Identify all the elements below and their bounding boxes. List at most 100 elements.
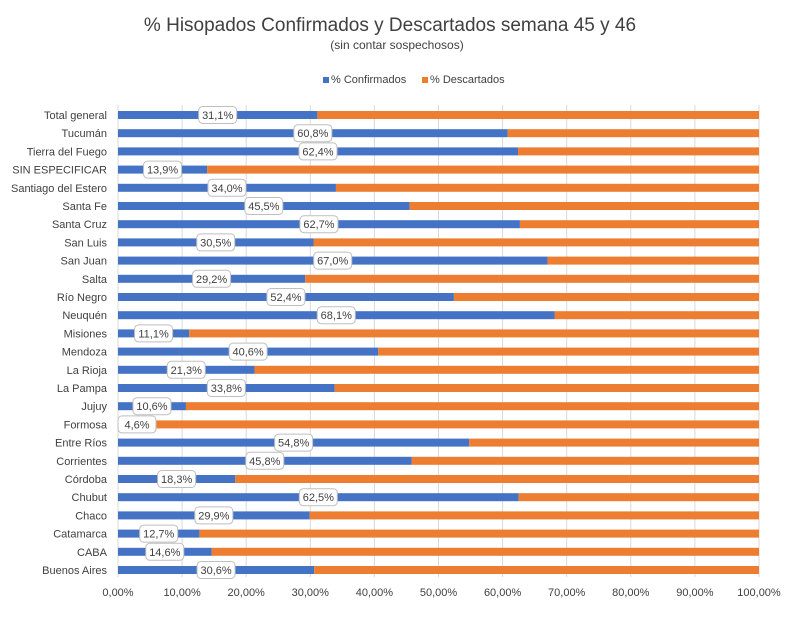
category-label: Río Negro xyxy=(57,292,107,304)
bar-descartados xyxy=(211,547,759,556)
x-tick-label: 20,00% xyxy=(228,587,266,599)
data-label-box xyxy=(244,197,284,215)
data-label-box xyxy=(228,342,268,361)
category-label: Tierra del Fuego xyxy=(27,146,107,158)
data-label-text: 62,7% xyxy=(303,219,334,231)
x-tick-label: 30,00% xyxy=(292,587,330,599)
bar-descartados xyxy=(314,566,759,574)
data-label-box xyxy=(117,415,157,434)
bar-descartados xyxy=(517,147,759,156)
bar-descartados xyxy=(199,529,760,538)
data-label-box xyxy=(196,561,236,579)
x-tick-label: 100,00% xyxy=(737,587,781,599)
data-label: 13,9% xyxy=(143,160,183,179)
data-label-box xyxy=(298,488,338,507)
data-label: 18,3% xyxy=(157,470,197,488)
data-label-text: 14,6% xyxy=(149,547,180,559)
bar-descartados xyxy=(469,438,759,447)
data-label-box xyxy=(192,269,232,288)
x-tick-label: 0,00% xyxy=(102,587,133,599)
category-label: Santa Fe xyxy=(62,201,107,213)
x-tick-label: 40,00% xyxy=(356,587,394,599)
data-label-text: 40,6% xyxy=(233,347,264,359)
data-label-box xyxy=(157,470,197,488)
legend-label-1: % Descartados xyxy=(430,74,505,86)
data-label-box xyxy=(196,233,236,252)
data-label-text: 4,6% xyxy=(124,419,149,431)
bar-descartados xyxy=(309,511,759,520)
data-label: 34,0% xyxy=(207,178,247,197)
data-label: 29,2% xyxy=(192,269,232,288)
category-label: Salta xyxy=(82,274,108,286)
data-label: 45,5% xyxy=(244,197,284,215)
data-label-box xyxy=(274,433,314,452)
data-label-box xyxy=(207,178,247,197)
bar-descartados xyxy=(254,365,759,374)
category-label: Buenos Aires xyxy=(42,565,107,577)
data-label: 33,8% xyxy=(206,379,246,397)
bar-descartados xyxy=(378,347,759,356)
data-label: 68,1% xyxy=(316,306,356,325)
data-label-box xyxy=(266,288,306,306)
data-label: 62,4% xyxy=(298,142,338,161)
data-label-box xyxy=(139,524,179,543)
data-label: 62,7% xyxy=(299,215,339,234)
legend-swatch-0 xyxy=(323,77,329,83)
data-label-text: 31,1% xyxy=(202,110,233,122)
category-label: CABA xyxy=(77,547,108,559)
data-label-text: 11,1% xyxy=(138,328,169,340)
bar-descartados xyxy=(409,202,759,210)
data-label: 10,6% xyxy=(132,397,172,416)
category-label: San Luis xyxy=(64,237,107,249)
data-label-text: 60,8% xyxy=(297,128,328,140)
bar-descartados xyxy=(185,402,760,411)
data-label-text: 10,6% xyxy=(136,401,167,413)
bar-descartados xyxy=(317,111,759,119)
category-label: San Juan xyxy=(61,256,107,268)
data-label: 54,8% xyxy=(274,433,314,452)
data-label-box xyxy=(198,106,238,124)
data-label-text: 52,4% xyxy=(270,292,301,304)
data-label: 60,8% xyxy=(293,124,333,143)
category-label: Corrientes xyxy=(56,456,107,468)
data-label-text: 29,9% xyxy=(198,510,229,522)
bar-descartados xyxy=(189,329,759,338)
bar-descartados xyxy=(507,129,759,138)
data-label: 29,9% xyxy=(194,506,234,525)
category-label: Misiones xyxy=(64,328,108,340)
data-label-text: 33,8% xyxy=(211,383,242,395)
category-label: SIN ESPECIFICAR xyxy=(12,165,107,177)
data-label-text: 34,0% xyxy=(211,183,242,195)
data-label: 52,4% xyxy=(266,288,306,306)
data-label-box xyxy=(145,542,185,561)
data-label-box xyxy=(132,397,172,416)
category-label: Total general xyxy=(44,110,107,122)
x-tick-label: 90,00% xyxy=(676,587,714,599)
data-label: 45,8% xyxy=(245,451,285,470)
x-tick-label: 10,00% xyxy=(163,587,201,599)
data-label-text: 12,7% xyxy=(143,529,174,541)
bar-descartados xyxy=(335,183,759,192)
data-label-box xyxy=(293,124,333,143)
data-label-text: 45,8% xyxy=(249,456,280,468)
category-label: Entre Ríos xyxy=(55,438,107,450)
data-label-text: 62,5% xyxy=(303,492,334,504)
bar-descartados xyxy=(313,238,759,247)
x-tick-label: 80,00% xyxy=(612,587,650,599)
legend-swatch-1 xyxy=(422,77,428,83)
bar-descartados xyxy=(207,165,759,174)
category-labels: Total general Tucumán Tierra del Fuego SIN … xyxy=(11,110,108,577)
data-label-box xyxy=(313,251,353,270)
category-label: Catamarca xyxy=(53,529,108,541)
bar-descartados xyxy=(547,256,759,265)
x-tick-label: 50,00% xyxy=(420,587,458,599)
category-label: Neuquén xyxy=(62,310,107,322)
data-label-text: 45,5% xyxy=(248,201,279,213)
data-label-box xyxy=(316,306,356,325)
data-label-box xyxy=(299,215,339,234)
category-label: La Rioja xyxy=(67,365,108,377)
data-label: 4,6% xyxy=(117,415,157,434)
data-label-box xyxy=(134,324,174,343)
